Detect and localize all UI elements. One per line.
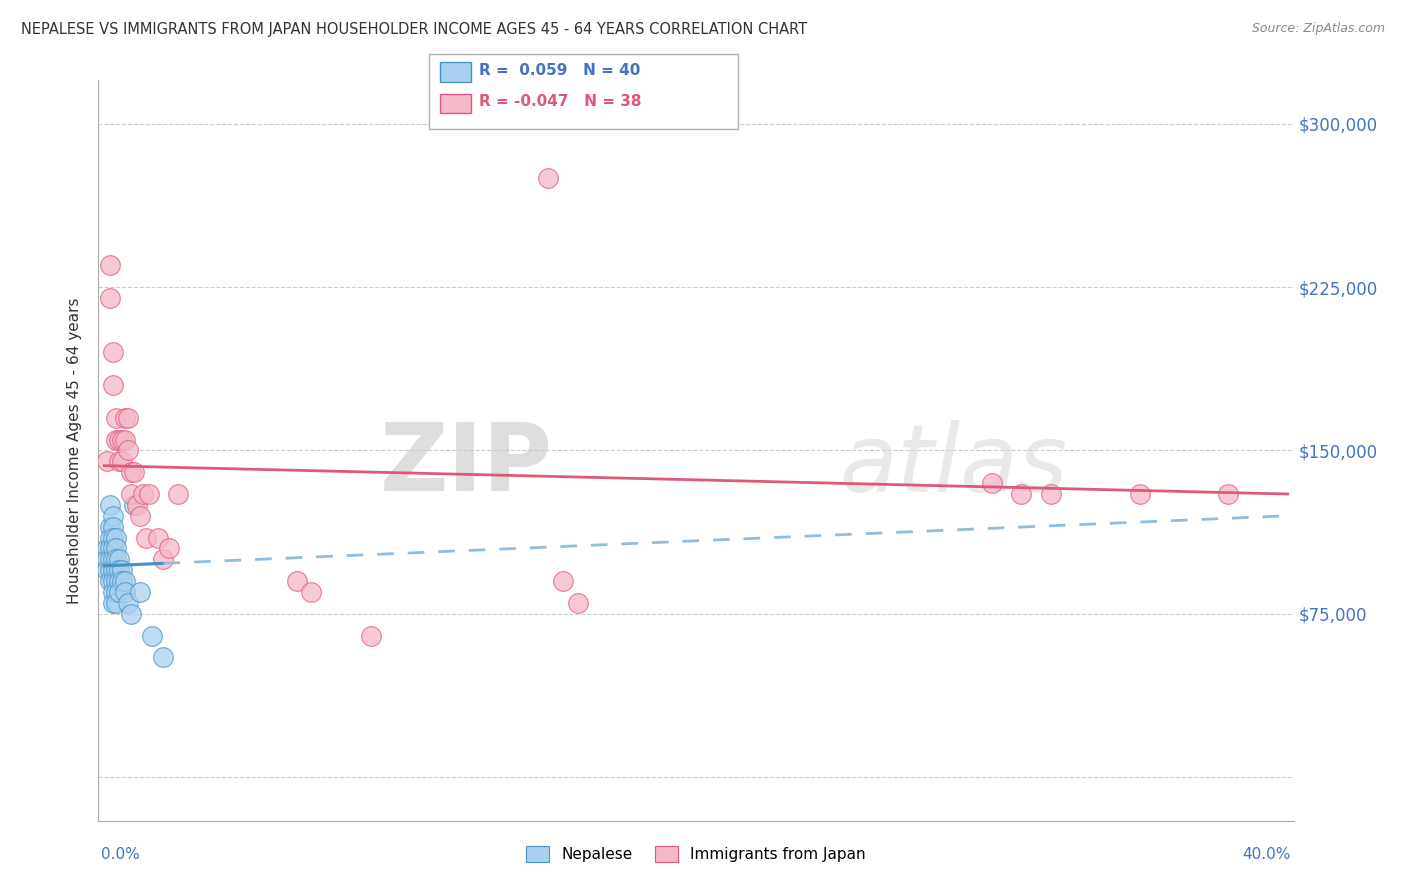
- Point: [108, 563, 131, 577]
- Point: [108, 552, 131, 566]
- Point: [114, 433, 136, 447]
- Point: [167, 487, 190, 501]
- Point: [537, 171, 560, 186]
- Point: [103, 596, 125, 610]
- Point: [120, 487, 142, 501]
- Point: [980, 476, 1002, 491]
- Point: [98, 541, 121, 556]
- Point: [122, 498, 145, 512]
- Point: [105, 531, 128, 545]
- Point: [152, 650, 174, 665]
- Point: [105, 552, 128, 566]
- Text: R =  0.059   N = 40: R = 0.059 N = 40: [479, 63, 641, 78]
- Point: [96, 552, 118, 566]
- Point: [98, 552, 121, 566]
- Point: [105, 585, 128, 599]
- Point: [108, 433, 131, 447]
- Point: [108, 574, 131, 588]
- Legend: Nepalese, Immigrants from Japan: Nepalese, Immigrants from Japan: [520, 840, 872, 869]
- Point: [103, 378, 125, 392]
- Point: [146, 531, 169, 545]
- Point: [105, 433, 128, 447]
- Text: NEPALESE VS IMMIGRANTS FROM JAPAN HOUSEHOLDER INCOME AGES 45 - 64 YEARS CORRELAT: NEPALESE VS IMMIGRANTS FROM JAPAN HOUSEH…: [21, 22, 807, 37]
- Point: [98, 574, 121, 588]
- Point: [103, 541, 125, 556]
- Point: [157, 541, 180, 556]
- Point: [103, 531, 125, 545]
- Point: [105, 574, 128, 588]
- Point: [114, 410, 136, 425]
- Point: [96, 541, 118, 556]
- Point: [128, 585, 150, 599]
- Point: [122, 465, 145, 479]
- Point: [114, 585, 136, 599]
- Text: Source: ZipAtlas.com: Source: ZipAtlas.com: [1251, 22, 1385, 36]
- Point: [135, 531, 157, 545]
- Point: [105, 541, 128, 556]
- Point: [285, 574, 308, 588]
- Point: [103, 574, 125, 588]
- Point: [98, 258, 121, 272]
- Point: [114, 574, 136, 588]
- Point: [105, 596, 128, 610]
- Point: [1010, 487, 1032, 501]
- Text: R = -0.047   N = 38: R = -0.047 N = 38: [479, 95, 643, 109]
- Point: [103, 345, 125, 359]
- Point: [103, 585, 125, 599]
- Point: [108, 585, 131, 599]
- Point: [1129, 487, 1152, 501]
- Point: [111, 454, 134, 468]
- Point: [128, 508, 150, 523]
- Point: [1039, 487, 1062, 501]
- Point: [96, 563, 118, 577]
- Point: [360, 628, 382, 642]
- Point: [98, 291, 121, 305]
- Point: [125, 498, 148, 512]
- Point: [117, 443, 139, 458]
- Point: [98, 531, 121, 545]
- Text: atlas: atlas: [839, 420, 1067, 511]
- Point: [111, 563, 134, 577]
- Point: [141, 628, 163, 642]
- Point: [152, 552, 174, 566]
- Point: [111, 433, 134, 447]
- Point: [105, 410, 128, 425]
- Point: [132, 487, 155, 501]
- Point: [299, 585, 322, 599]
- Point: [111, 574, 134, 588]
- Point: [103, 563, 125, 577]
- Text: 40.0%: 40.0%: [1241, 847, 1291, 862]
- Point: [117, 596, 139, 610]
- Point: [103, 519, 125, 533]
- Text: ZIP: ZIP: [380, 419, 553, 511]
- Point: [103, 508, 125, 523]
- Y-axis label: Householder Income Ages 45 - 64 years: Householder Income Ages 45 - 64 years: [67, 297, 83, 604]
- Point: [117, 410, 139, 425]
- Point: [551, 574, 574, 588]
- Point: [120, 465, 142, 479]
- Text: 0.0%: 0.0%: [101, 847, 141, 862]
- Point: [96, 454, 118, 468]
- Point: [98, 519, 121, 533]
- Point: [103, 552, 125, 566]
- Point: [108, 454, 131, 468]
- Point: [567, 596, 589, 610]
- Point: [105, 563, 128, 577]
- Point: [98, 498, 121, 512]
- Point: [1218, 487, 1240, 501]
- Point: [120, 607, 142, 621]
- Point: [138, 487, 160, 501]
- Point: [98, 563, 121, 577]
